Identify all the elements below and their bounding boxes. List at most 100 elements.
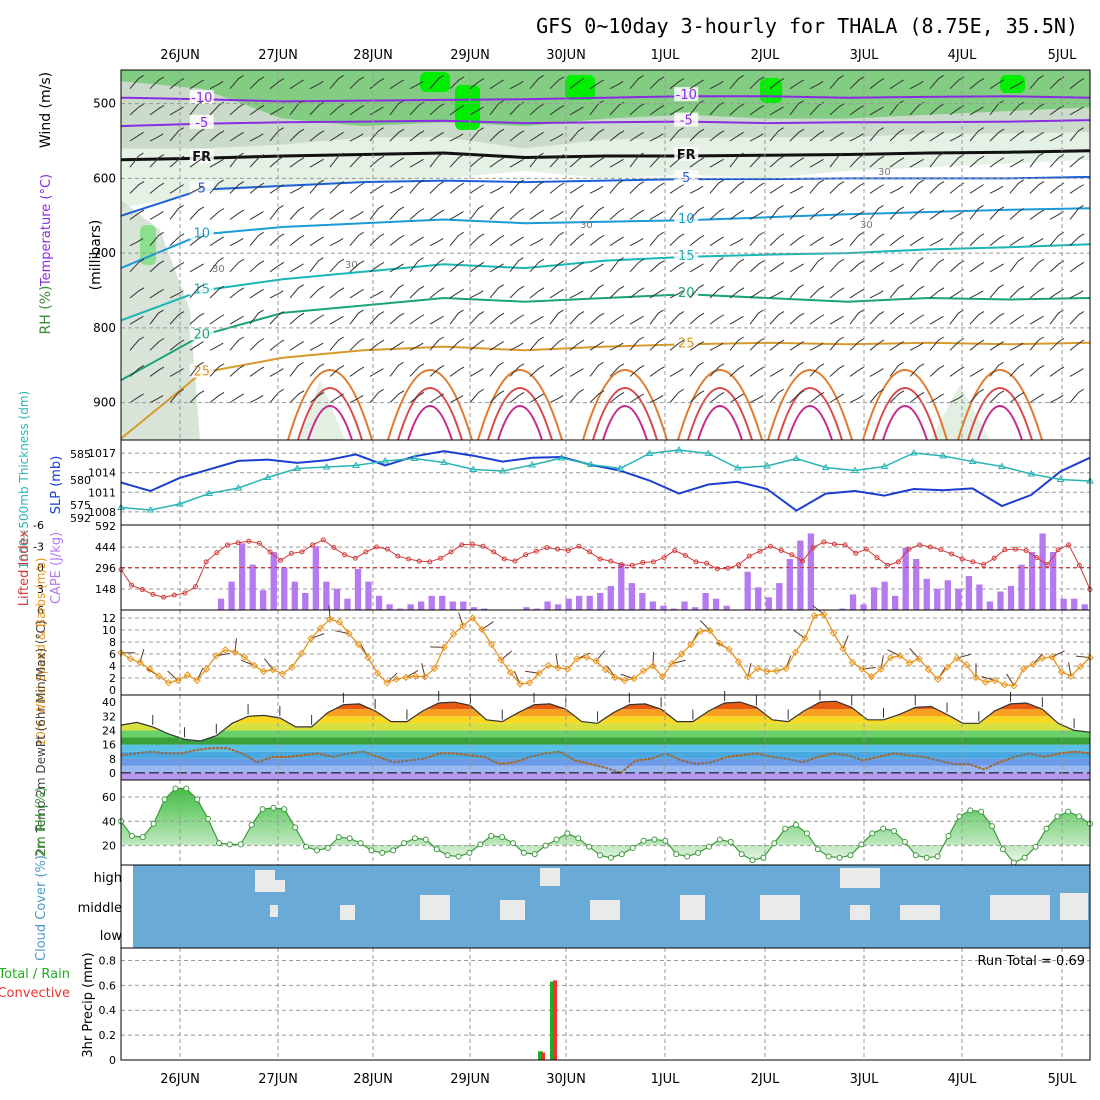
thickness-point (528, 461, 536, 468)
wind-barb (1009, 130, 1025, 142)
wind-barb (969, 155, 985, 168)
wind-barb (309, 208, 325, 220)
wind-barb (549, 309, 564, 325)
thickness-point (440, 458, 448, 465)
lifted-index-point (363, 549, 369, 555)
wind-speed-point (943, 663, 952, 671)
wind-barb (729, 131, 744, 142)
wind-speed-point (972, 673, 980, 682)
wind-barb (749, 309, 764, 325)
slp-axis-label: SLP (mb) (49, 456, 64, 515)
wind-barb (749, 338, 765, 351)
wind-barb (609, 236, 624, 247)
wind-barb (729, 74, 744, 90)
wind-barb (1009, 179, 1024, 194)
wind-barb (529, 393, 544, 404)
lifted-index-point (320, 537, 326, 543)
wind-barb (929, 258, 945, 273)
wind-barb (469, 204, 484, 220)
wind-speed-point (725, 645, 733, 653)
wind-tick-label: 0 (109, 684, 116, 697)
contour-label-bg (189, 281, 214, 296)
top-date-label: 2JUL (751, 48, 781, 63)
wind-barb (1069, 184, 1084, 194)
cape-bar (418, 601, 425, 610)
thickness-point (586, 460, 595, 467)
rh-point (629, 845, 636, 851)
rh-point (542, 842, 549, 849)
wind-barb (729, 181, 745, 194)
wind-barb (329, 209, 345, 220)
wind-barb (869, 290, 884, 299)
wind-speed-point (934, 675, 942, 683)
wind-barb (469, 311, 485, 325)
wind-barb (489, 390, 505, 403)
wind-barb (769, 233, 785, 247)
wind-barb (789, 263, 804, 273)
lifted-index-point (608, 558, 614, 564)
wind-barb (509, 81, 524, 90)
wind-barb (489, 206, 505, 220)
rh-point (194, 796, 201, 803)
contour-label-bg (674, 335, 699, 350)
temp-band (121, 716, 1090, 724)
wind-barb (449, 309, 464, 325)
wind-barb (289, 390, 305, 403)
lifted-index-point (224, 542, 230, 548)
wind-barb (129, 315, 144, 325)
wind-speed-point (772, 667, 781, 675)
wind-barb (189, 312, 205, 325)
bottom-date-label: 30JUN (546, 1072, 586, 1087)
wind-barb (449, 338, 465, 351)
cape-bar (660, 605, 667, 610)
temp-tick-label: 24 (102, 724, 116, 737)
rh-point (880, 825, 887, 832)
temperature-contour-low (287, 369, 373, 441)
wind-speed-point (1057, 668, 1066, 676)
wind-barb (569, 155, 585, 168)
wind-barb (729, 238, 744, 247)
wind-barb (909, 257, 924, 273)
wind-barb (589, 312, 605, 325)
wind-barb (289, 361, 304, 377)
wind-barb (289, 79, 304, 90)
lifted-index-point (1012, 546, 1018, 552)
cape-bar (576, 595, 583, 610)
wind-barb (289, 235, 305, 247)
contour-label-bg (189, 90, 214, 105)
wind-tick-label: 8 (109, 636, 116, 649)
wind-barb (509, 208, 525, 220)
thickness-point (909, 449, 918, 456)
wind-speed-point (421, 673, 429, 681)
wind-barb (529, 103, 545, 116)
top-date-label: 4JUL (948, 48, 978, 63)
wind-barb (429, 74, 444, 90)
wind-speed-point (307, 634, 315, 643)
wind-barb (469, 339, 485, 351)
rh-high-patch (455, 85, 480, 130)
lifted-index-point (640, 560, 646, 566)
li-axis-label: Lifted Index (17, 529, 32, 606)
rh-point (270, 804, 277, 811)
rh-point (150, 820, 157, 827)
wind-barb (629, 74, 644, 90)
wind-barb (1029, 238, 1044, 247)
cape-bar (1018, 564, 1025, 610)
wind-barb (489, 100, 504, 116)
temp-band (121, 751, 1090, 759)
wind-speed-point (905, 659, 914, 667)
wind-barb (329, 315, 344, 325)
wind-barb (189, 235, 205, 247)
wind-barb (929, 131, 944, 142)
rh-point (466, 849, 473, 856)
wind-barb (189, 341, 204, 351)
wind-barb (609, 101, 625, 116)
wind-barb (869, 311, 885, 325)
cloud-patch (840, 868, 880, 888)
wind-barb (469, 127, 484, 142)
wind-barb (869, 204, 884, 220)
thickness-point (498, 467, 507, 474)
rh-point (945, 832, 952, 839)
wind-barb (1049, 366, 1065, 377)
lifted-index-point (863, 546, 869, 552)
